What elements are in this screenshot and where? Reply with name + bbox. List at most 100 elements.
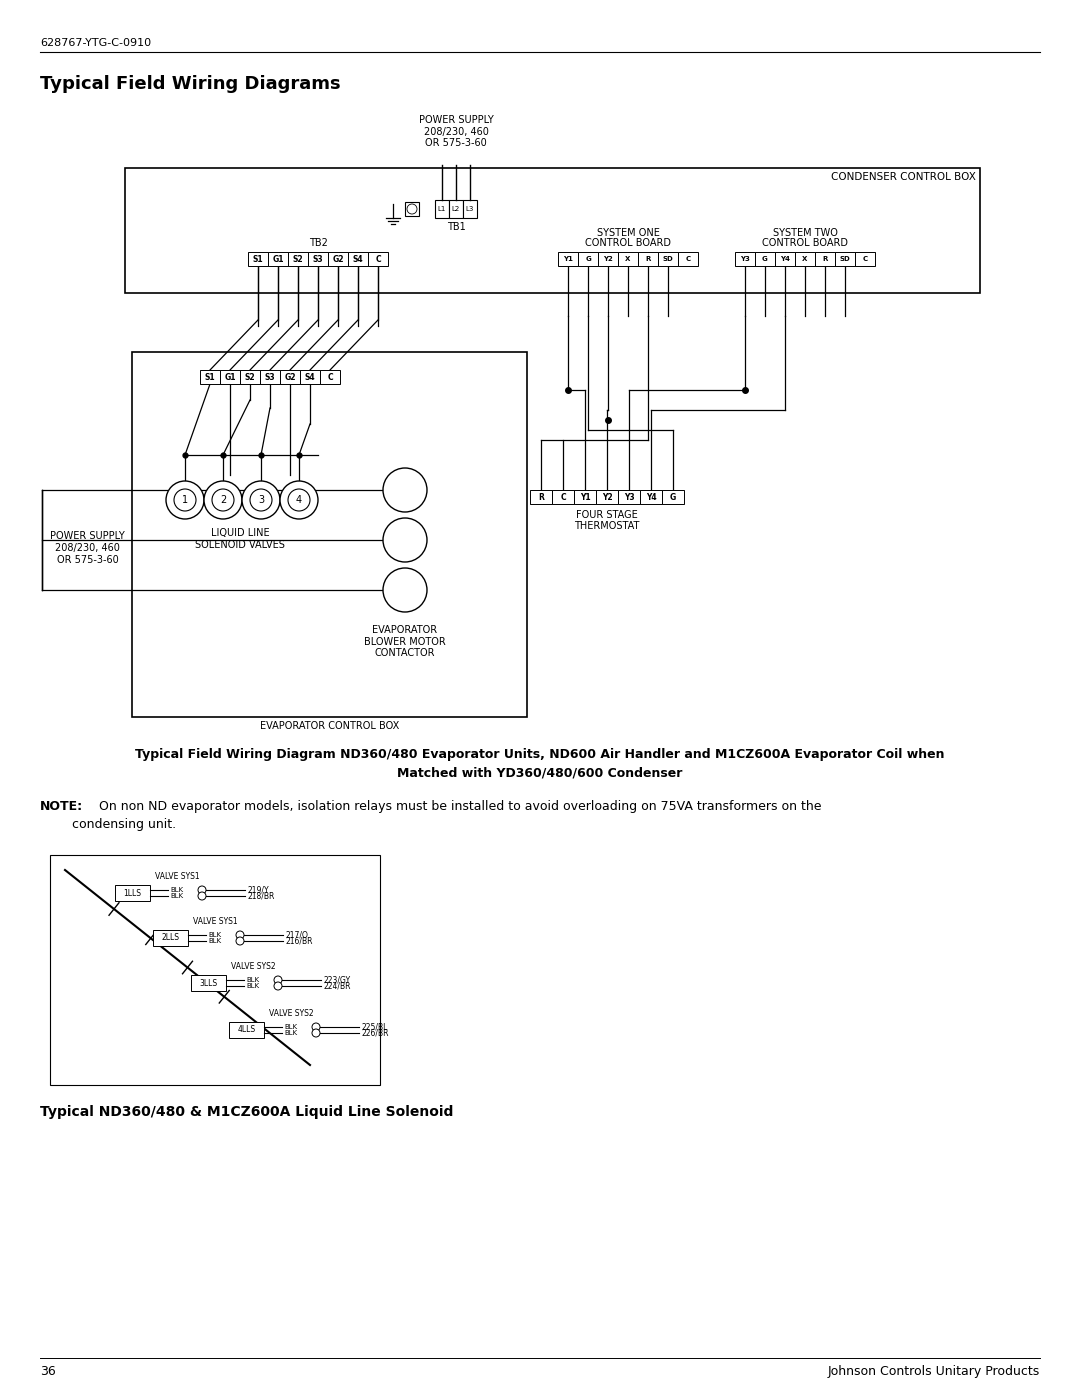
Text: 223/GY: 223/GY <box>323 975 350 985</box>
Text: TB2: TB2 <box>309 237 327 249</box>
Text: Y3: Y3 <box>740 256 750 263</box>
Bar <box>598 251 618 265</box>
Circle shape <box>383 569 427 612</box>
Text: 1LLS: 1LLS <box>123 888 141 897</box>
Text: 216/BR: 216/BR <box>285 936 312 946</box>
Circle shape <box>198 886 206 894</box>
Text: BLK: BLK <box>246 983 259 989</box>
Text: SYSTEM TWO: SYSTEM TWO <box>772 228 837 237</box>
Bar <box>658 251 678 265</box>
Text: BLK: BLK <box>208 932 221 937</box>
Circle shape <box>312 1030 320 1037</box>
Text: S3: S3 <box>265 373 275 381</box>
Bar <box>260 370 280 384</box>
Text: 628767-YTG-C-0910: 628767-YTG-C-0910 <box>40 38 151 47</box>
Circle shape <box>204 481 242 520</box>
Text: BLK: BLK <box>284 1030 297 1037</box>
Text: S3: S3 <box>313 254 323 264</box>
Text: VALVE SYS2: VALVE SYS2 <box>269 1009 313 1018</box>
Bar <box>328 251 348 265</box>
Text: S4: S4 <box>353 254 363 264</box>
Bar <box>125 168 980 293</box>
Text: L3: L3 <box>465 205 474 212</box>
Text: 4: 4 <box>296 495 302 504</box>
Bar <box>268 251 288 265</box>
Text: S4: S4 <box>305 373 315 381</box>
Text: L2: L2 <box>451 205 460 212</box>
Text: G: G <box>762 256 768 263</box>
Text: S1: S1 <box>205 373 215 381</box>
Bar <box>114 886 150 901</box>
Circle shape <box>166 481 204 520</box>
Bar <box>558 251 578 265</box>
Text: G2: G2 <box>284 373 296 381</box>
Text: Y4: Y4 <box>780 256 789 263</box>
Circle shape <box>198 893 206 900</box>
Circle shape <box>237 937 244 944</box>
Text: 224/BR: 224/BR <box>323 982 351 990</box>
Text: C: C <box>863 256 867 263</box>
Circle shape <box>274 982 282 990</box>
Bar <box>308 251 328 265</box>
Text: Matched with YD360/480/600 Condenser: Matched with YD360/480/600 Condenser <box>397 766 683 780</box>
Text: SD: SD <box>839 256 850 263</box>
Text: Y4: Y4 <box>646 493 657 502</box>
Circle shape <box>312 1023 320 1031</box>
Bar <box>153 930 188 946</box>
Text: condensing unit.: condensing unit. <box>40 819 176 831</box>
Circle shape <box>212 489 234 511</box>
Text: 2LLS: 2LLS <box>162 933 179 943</box>
Text: 219/Y: 219/Y <box>247 886 269 894</box>
Text: Typical Field Wiring Diagrams: Typical Field Wiring Diagrams <box>40 75 340 94</box>
Text: EVAPORATOR CONTROL BOX: EVAPORATOR CONTROL BOX <box>260 721 400 731</box>
Text: VALVE SYS1: VALVE SYS1 <box>156 872 200 882</box>
Bar <box>755 251 775 265</box>
Bar <box>855 251 875 265</box>
Bar <box>815 251 835 265</box>
Text: BLK: BLK <box>170 887 184 893</box>
Text: Typical ND360/480 & M1CZ600A Liquid Line Solenoid: Typical ND360/480 & M1CZ600A Liquid Line… <box>40 1105 454 1119</box>
Bar <box>449 200 463 218</box>
Bar <box>552 490 573 504</box>
Bar <box>435 200 449 218</box>
Text: C: C <box>686 256 690 263</box>
Text: Y1: Y1 <box>580 493 591 502</box>
Text: 3: 3 <box>258 495 265 504</box>
Text: CONTROL BOARD: CONTROL BOARD <box>585 237 671 249</box>
Text: 218/BR: 218/BR <box>247 891 274 901</box>
Text: R: R <box>822 256 827 263</box>
Bar <box>795 251 815 265</box>
Bar <box>638 251 658 265</box>
Text: Y3: Y3 <box>623 493 634 502</box>
Text: LIQUID LINE
SOLENOID VALVES: LIQUID LINE SOLENOID VALVES <box>195 528 285 549</box>
Bar <box>735 251 755 265</box>
Bar <box>530 490 552 504</box>
Circle shape <box>383 518 427 562</box>
Bar <box>50 855 380 1085</box>
Bar <box>300 370 320 384</box>
Bar <box>573 490 596 504</box>
Bar <box>775 251 795 265</box>
Text: BLK: BLK <box>246 977 259 983</box>
Bar <box>200 370 220 384</box>
Text: SYSTEM ONE: SYSTEM ONE <box>596 228 660 237</box>
Text: SD: SD <box>663 256 673 263</box>
Text: Y2: Y2 <box>602 493 612 502</box>
Bar <box>662 490 684 504</box>
Text: X: X <box>625 256 631 263</box>
Text: S2: S2 <box>245 373 255 381</box>
Circle shape <box>383 468 427 511</box>
Text: G1: G1 <box>272 254 284 264</box>
Bar <box>368 251 388 265</box>
Circle shape <box>237 930 244 939</box>
Text: 1: 1 <box>181 495 188 504</box>
Text: G1: G1 <box>225 373 235 381</box>
Text: Y1: Y1 <box>563 256 572 263</box>
Bar <box>463 200 477 218</box>
Circle shape <box>288 489 310 511</box>
Bar <box>618 490 640 504</box>
Bar <box>678 251 698 265</box>
Text: 4LLS: 4LLS <box>238 1025 256 1035</box>
Bar <box>835 251 855 265</box>
Text: R: R <box>538 493 544 502</box>
